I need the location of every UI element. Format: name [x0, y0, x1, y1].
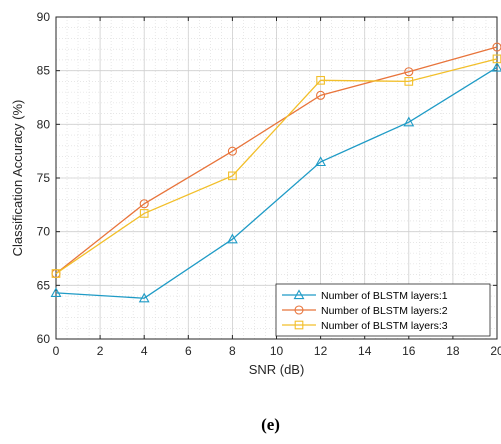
series-1 [50, 61, 501, 303]
data-point [138, 292, 150, 303]
data-point [316, 75, 325, 85]
x-tick-label: 0 [53, 344, 60, 358]
legend-label: Number of BLSTM layers:3 [321, 320, 448, 332]
y-tick-label: 90 [37, 10, 51, 24]
legend-label: Number of BLSTM layers:2 [321, 305, 448, 317]
y-tick-label: 80 [37, 117, 51, 131]
x-axis-title: SNR (dB) [249, 362, 305, 377]
data-point [51, 269, 61, 278]
data-point [316, 90, 326, 100]
legend-entry-3: Number of BLSTM layers:3 [282, 320, 448, 332]
series-line-1 [55, 66, 498, 299]
y-tick-label: 85 [37, 64, 51, 78]
legend-label: Number of BLSTM layers:1 [321, 290, 448, 302]
x-tick-label: 14 [358, 344, 372, 358]
legend-marker [294, 320, 304, 330]
data-point [227, 146, 237, 156]
data-point [228, 171, 237, 181]
figure-caption: (e) [261, 415, 280, 434]
data-point [50, 287, 62, 297]
x-tick-label: 20 [490, 344, 501, 358]
data-point [403, 116, 415, 127]
data-point [492, 42, 501, 52]
y-tick-label: 65 [37, 278, 51, 292]
legend-marker [293, 289, 305, 300]
data-point [315, 156, 327, 167]
legend-marker [294, 305, 304, 315]
y-axis-title: Classification Accuracy (%) [10, 100, 25, 257]
legend-entry-1: Number of BLSTM layers:1 [282, 289, 448, 302]
x-tick-label: 18 [446, 344, 460, 358]
y-tick-label: 60 [37, 332, 51, 346]
y-tick-label: 70 [37, 225, 51, 239]
y-tick-label: 75 [37, 171, 51, 185]
x-tick-label: 6 [185, 344, 192, 358]
x-tick-label: 4 [141, 344, 148, 358]
x-axis: 0 2 4 6 8 10 12 14 16 18 20 [53, 17, 501, 358]
x-tick-label: 2 [97, 344, 104, 358]
series-layer [50, 42, 501, 303]
data-point [491, 61, 501, 72]
series-3 [51, 54, 501, 278]
series-line-2 [55, 46, 498, 275]
x-tick-label: 12 [314, 344, 328, 358]
data-point [139, 209, 149, 218]
legend-entry-2: Number of BLSTM layers:2 [282, 305, 448, 317]
data-point [404, 67, 414, 77]
data-point [139, 199, 149, 209]
x-tick-label: 16 [402, 344, 416, 358]
series-line-3 [55, 58, 498, 275]
x-tick-label: 8 [229, 344, 236, 358]
data-point [226, 233, 238, 244]
legend: Number of BLSTM layers:1 Number of BLSTM … [275, 283, 491, 337]
data-point [404, 77, 414, 86]
x-tick-label: 10 [270, 344, 284, 358]
